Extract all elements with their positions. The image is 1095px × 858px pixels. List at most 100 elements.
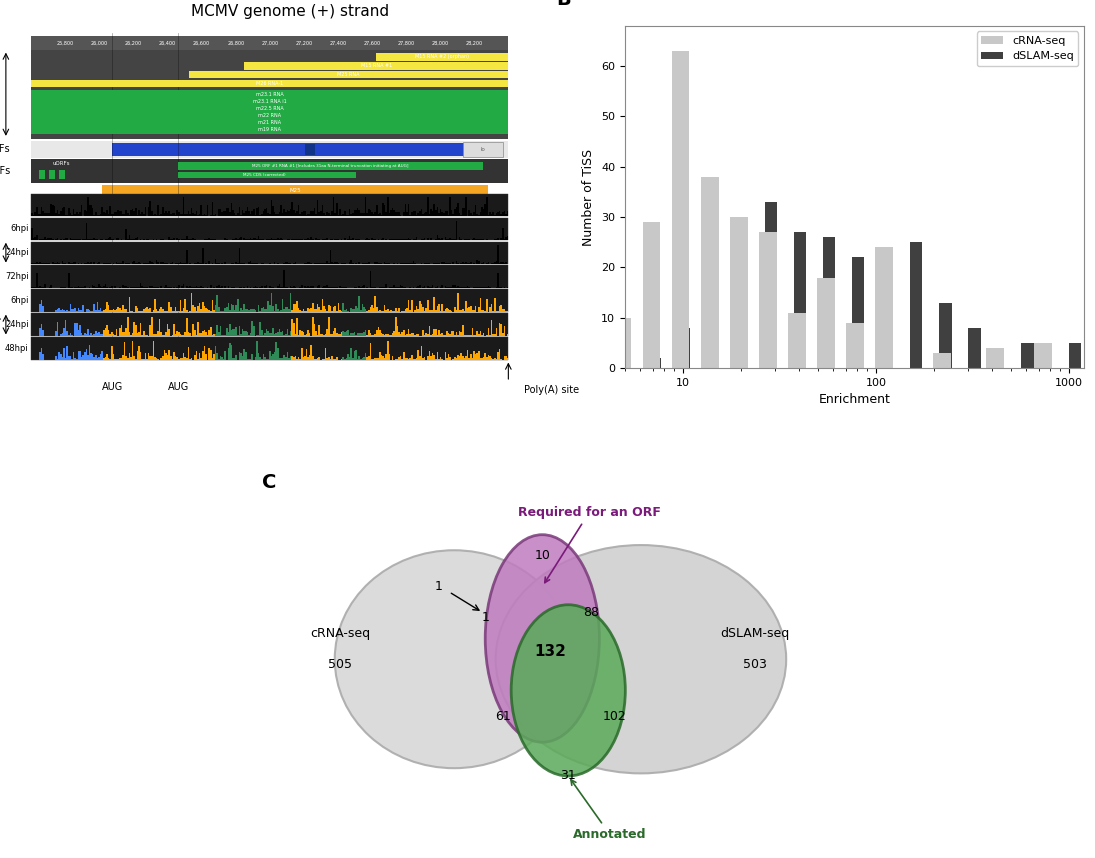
Bar <box>72 209 74 216</box>
Bar <box>472 328 473 335</box>
Bar <box>504 211 505 216</box>
Bar <box>322 299 323 311</box>
Bar <box>463 358 465 360</box>
Bar <box>287 329 288 335</box>
Bar <box>126 356 127 360</box>
Bar <box>331 211 333 216</box>
Bar <box>260 214 261 216</box>
Bar <box>249 211 250 216</box>
Bar <box>349 209 350 216</box>
Bar <box>82 355 84 360</box>
Bar <box>226 307 228 311</box>
Bar <box>238 299 239 311</box>
Bar <box>47 213 49 216</box>
Bar <box>472 358 473 360</box>
Bar <box>107 214 110 216</box>
Bar <box>39 304 41 311</box>
Bar <box>221 286 222 287</box>
Bar <box>111 214 113 216</box>
Bar <box>214 353 215 360</box>
Bar <box>166 323 169 335</box>
Bar <box>496 328 497 335</box>
Text: Required for an ORF: Required for an ORF <box>518 506 660 583</box>
Bar <box>151 356 152 360</box>
Text: 6hpi: 6hpi <box>10 296 28 305</box>
Bar <box>350 308 351 311</box>
Bar <box>487 262 489 263</box>
Bar <box>32 159 508 183</box>
Bar <box>103 358 105 360</box>
Bar <box>166 354 169 360</box>
Text: AUG: AUG <box>102 382 123 392</box>
Bar <box>162 208 163 216</box>
Bar <box>170 214 172 216</box>
Bar <box>204 346 205 360</box>
Bar <box>285 307 287 311</box>
Bar <box>264 357 266 360</box>
Bar <box>411 299 413 311</box>
Bar <box>235 327 238 335</box>
Bar <box>430 208 431 216</box>
Bar <box>178 212 180 216</box>
Bar <box>194 355 196 360</box>
Bar <box>476 214 479 216</box>
Bar <box>60 310 61 311</box>
Text: B: B <box>556 0 570 9</box>
Bar <box>308 238 309 239</box>
Bar <box>374 296 376 311</box>
Bar <box>504 326 505 335</box>
Bar <box>194 214 196 216</box>
Bar <box>187 332 189 335</box>
Bar <box>197 323 199 335</box>
Bar <box>128 353 130 360</box>
Bar <box>413 262 414 263</box>
Bar <box>134 356 135 360</box>
Bar <box>196 351 197 360</box>
Bar <box>60 211 61 216</box>
Bar <box>384 205 385 216</box>
Bar <box>232 305 234 311</box>
Bar <box>221 212 222 216</box>
Bar <box>85 309 88 311</box>
Text: 503: 503 <box>744 658 766 671</box>
Bar <box>178 162 483 170</box>
Bar <box>382 202 384 216</box>
Bar <box>267 213 269 216</box>
Bar <box>100 308 102 311</box>
Bar <box>207 205 208 216</box>
Bar <box>180 334 182 335</box>
Bar <box>58 214 60 216</box>
Bar <box>411 355 413 360</box>
Bar <box>113 353 114 360</box>
Bar <box>159 318 161 335</box>
Bar <box>308 357 309 360</box>
Bar <box>95 355 96 360</box>
Bar <box>218 332 219 335</box>
Bar <box>483 208 484 216</box>
Bar <box>246 207 249 216</box>
Bar <box>240 334 242 335</box>
Bar <box>355 210 357 216</box>
Bar <box>341 214 343 216</box>
Bar <box>466 350 469 360</box>
Bar <box>165 332 166 335</box>
Bar <box>435 210 437 216</box>
Bar <box>50 286 51 287</box>
Bar <box>234 329 235 335</box>
Bar <box>349 236 350 239</box>
Bar <box>301 212 302 216</box>
Bar <box>296 317 298 335</box>
Bar <box>278 212 280 216</box>
Bar <box>302 358 304 360</box>
Bar <box>224 211 226 216</box>
Bar <box>228 303 229 311</box>
Bar <box>461 332 462 335</box>
Bar <box>116 212 117 216</box>
Bar <box>102 184 488 197</box>
Bar <box>281 331 284 335</box>
Bar <box>759 233 776 368</box>
Bar <box>105 284 106 287</box>
Bar <box>491 214 493 216</box>
Bar <box>232 329 234 335</box>
Text: M25 CDS (corrected): M25 CDS (corrected) <box>243 173 286 177</box>
